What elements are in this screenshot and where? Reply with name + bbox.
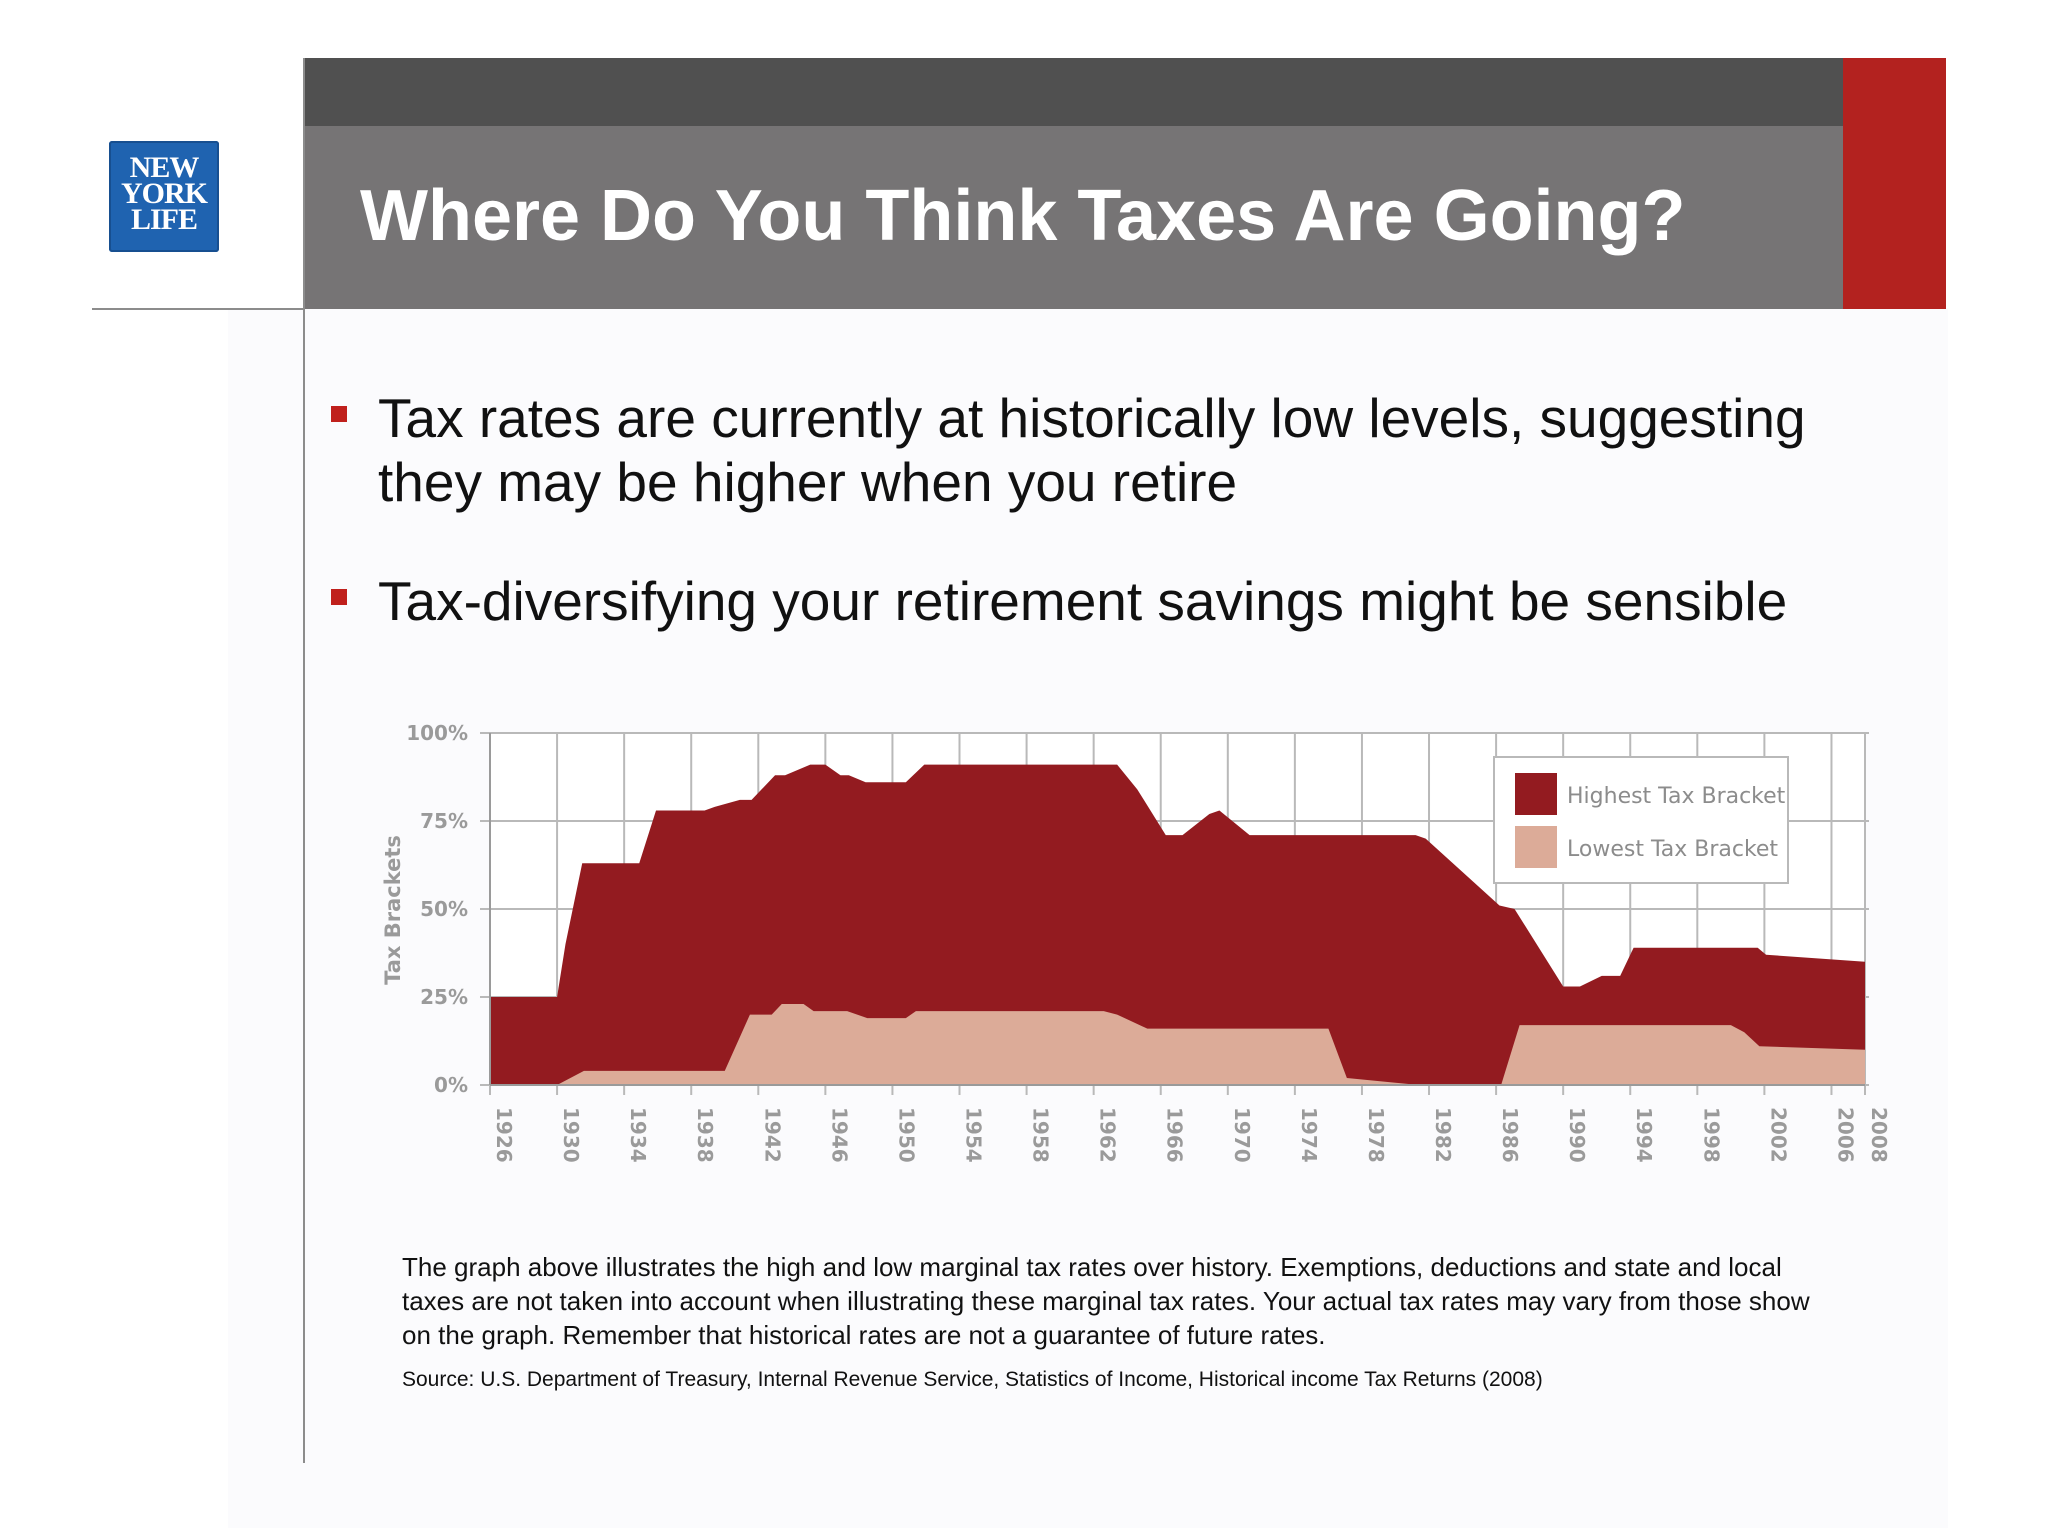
legend-label: Highest Tax Bracket — [1567, 784, 1786, 809]
x-tick-label: 1970 — [1230, 1107, 1254, 1163]
content-divider-vertical — [303, 58, 305, 1463]
x-tick-label: 1982 — [1431, 1107, 1455, 1163]
new-york-life-logo: NEW YORK LIFE — [109, 141, 219, 252]
legend-swatch — [1515, 826, 1557, 868]
bullet-square-icon — [331, 406, 347, 422]
y-tick-label: 0% — [434, 1073, 468, 1097]
page-title: Where Do You Think Taxes Are Going? — [360, 176, 1686, 256]
x-tick-label: 1954 — [962, 1107, 986, 1163]
x-tick-label: 1990 — [1565, 1107, 1589, 1163]
x-tick-label: 1994 — [1632, 1107, 1656, 1163]
x-tick-label: 1930 — [559, 1107, 583, 1163]
y-tick-label: 50% — [420, 897, 468, 921]
chart-areas — [490, 764, 1865, 1085]
x-tick-label: 1962 — [1096, 1107, 1120, 1163]
header-title-band — [305, 126, 1843, 309]
bullet-point: Tax-diversifying your retirement savings… — [378, 570, 1788, 632]
x-tick-label: 2002 — [1766, 1107, 1790, 1163]
x-tick-label: 1978 — [1364, 1107, 1388, 1163]
series-area — [490, 1004, 1865, 1085]
x-tick-label: 1974 — [1297, 1107, 1321, 1163]
x-tick-label: 1958 — [1029, 1107, 1053, 1163]
x-tick-label: 2008 — [1867, 1107, 1891, 1163]
x-tick-label: 1926 — [492, 1107, 516, 1163]
x-tick-label: 1946 — [827, 1107, 851, 1163]
x-tick-label: 1998 — [1699, 1107, 1723, 1163]
source-citation: Source: U.S. Department of Treasury, Int… — [402, 1368, 1543, 1391]
legend-label: Lowest Tax Bracket — [1567, 837, 1778, 862]
x-tick-label: 1942 — [760, 1107, 784, 1163]
y-tick-label: 75% — [420, 809, 468, 833]
bullet-square-icon — [331, 589, 347, 605]
y-tick-label: 100% — [406, 721, 468, 745]
x-tick-label: 1986 — [1498, 1107, 1522, 1163]
y-axis-label: Tax Brackets — [381, 835, 405, 985]
y-tick-label: 25% — [420, 985, 468, 1009]
x-tick-label: 1938 — [693, 1107, 717, 1163]
chart-caption: The graph above illustrates the high and… — [402, 1252, 1810, 1350]
bullet-point: Tax rates are currently at historically … — [378, 387, 1806, 513]
logo-text-line: YORK — [121, 177, 208, 210]
chart-legend: Highest Tax Bracket Lowest Tax Bracket — [1493, 756, 1789, 884]
x-tick-label: 1950 — [894, 1107, 918, 1163]
chart-axes: 100% 75% 50% 25% 0% 1926 1930 1934 1938 1942 1946 1… — [406, 721, 1891, 1163]
series-area — [490, 764, 1865, 1085]
header-divider-horizontal — [92, 308, 305, 310]
legend-swatch — [1515, 773, 1557, 815]
header-accent-block — [1843, 58, 1946, 309]
logo-text-line: LIFE — [130, 203, 198, 236]
x-tick-label: 1934 — [626, 1107, 650, 1163]
logo-text-line: NEW — [129, 151, 200, 184]
x-tick-label: 1966 — [1163, 1107, 1187, 1163]
header-top-band — [305, 58, 1843, 126]
x-tick-label: 2006 — [1833, 1107, 1857, 1163]
